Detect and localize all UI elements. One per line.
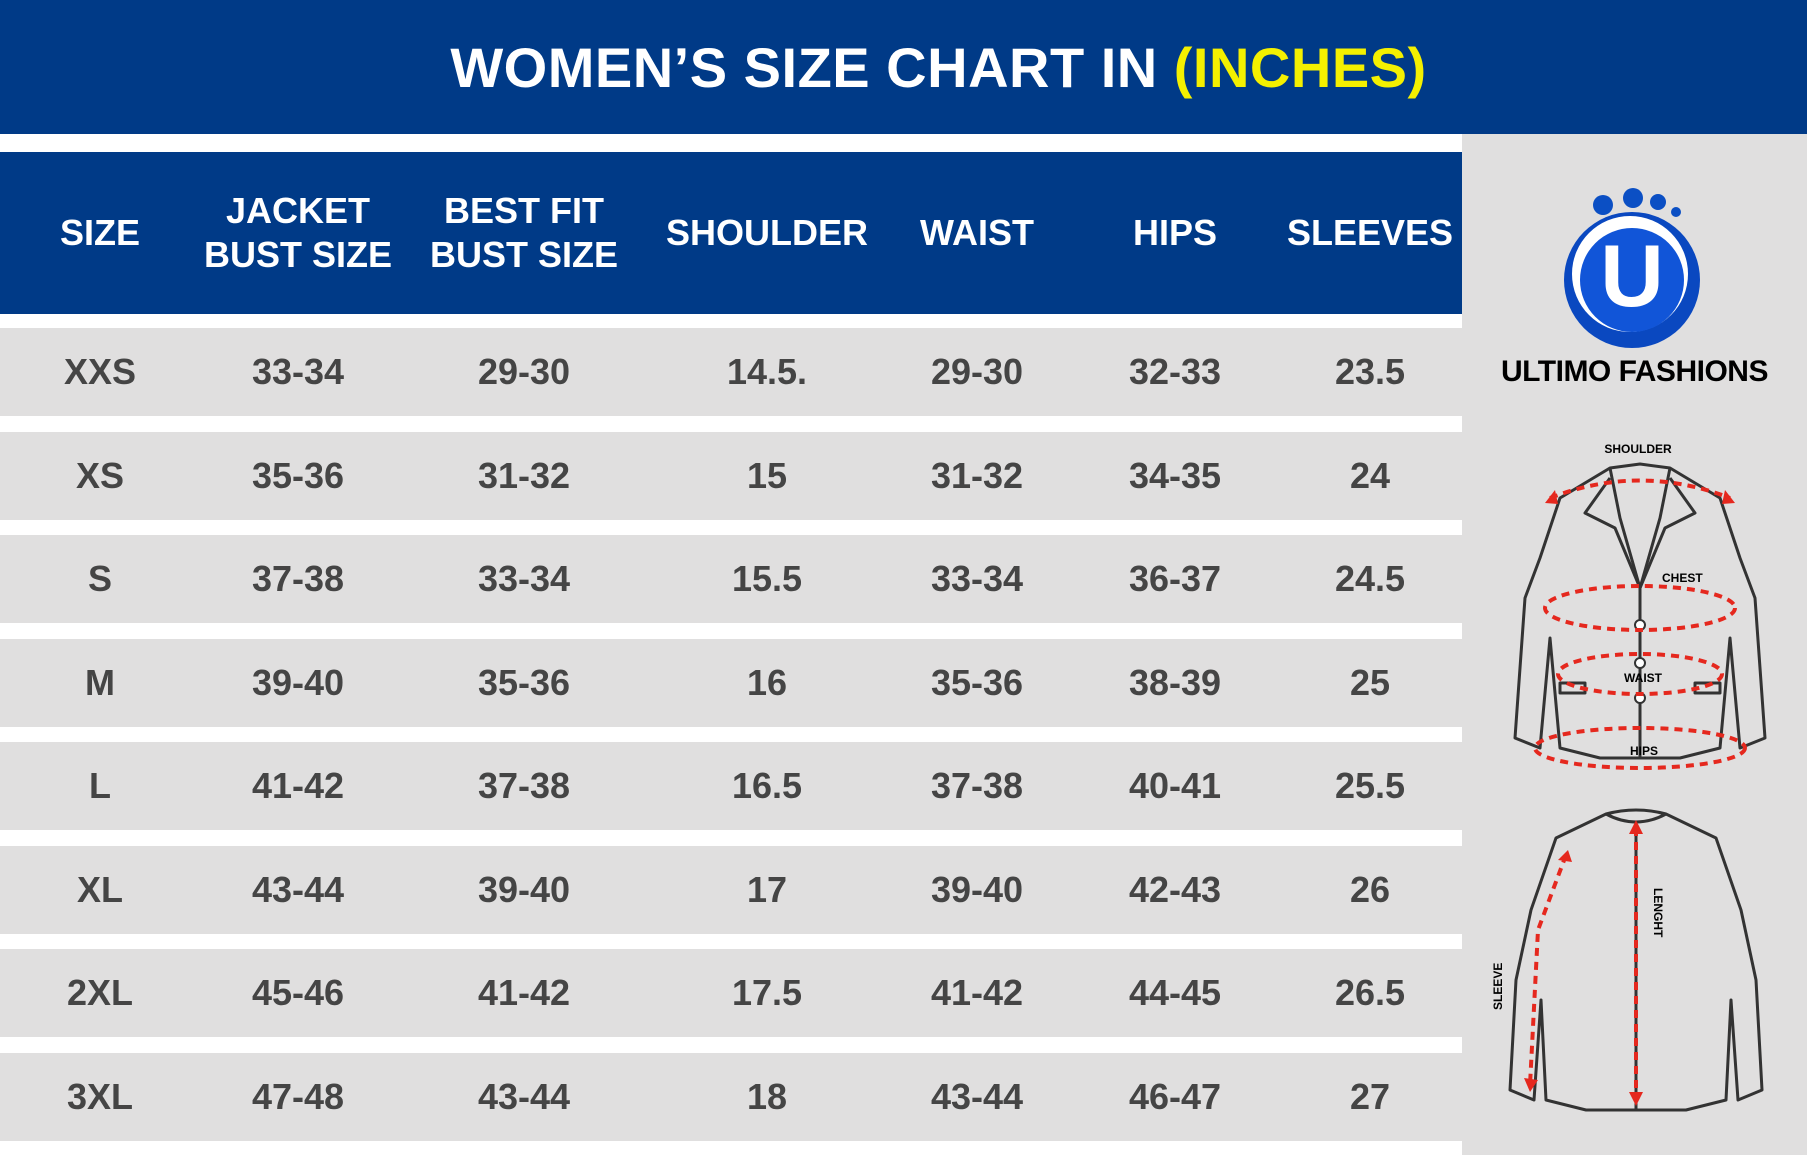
cell-hips: 44-45 xyxy=(1128,972,1222,1013)
brand-name: ULTIMO FASHIONS xyxy=(1501,355,1768,388)
ultimo-logo-icon: U xyxy=(1564,188,1700,348)
cell-jacket-bust: 43-44 xyxy=(251,868,345,910)
cell-shoulder: 17.5 xyxy=(731,972,803,1013)
cell-shoulder: 14.5. xyxy=(726,351,808,392)
cell-hips: 42-43 xyxy=(1128,868,1222,910)
cell-jacket-bust: 45-46 xyxy=(251,972,345,1013)
cell-best-fit-bust: 41-42 xyxy=(477,972,571,1013)
cell-hips: 38-39 xyxy=(1128,661,1222,703)
cell-shoulder: 15 xyxy=(746,454,788,496)
cell-waist: 41-42 xyxy=(930,972,1024,1013)
cell-size: S xyxy=(87,558,112,599)
cell-shoulder: 16 xyxy=(746,661,788,703)
cell-waist: 35-36 xyxy=(930,661,1024,703)
label-sleeve: SLEEVE xyxy=(1491,963,1505,1010)
cell-jacket-bust: 41-42 xyxy=(251,765,345,806)
cell-sleeves: 25.5 xyxy=(1334,765,1406,806)
cell-hips: 46-47 xyxy=(1128,1075,1222,1117)
cell-waist: 39-40 xyxy=(930,868,1024,910)
cell-sleeves: 24.5 xyxy=(1334,558,1406,599)
cell-waist: 29-30 xyxy=(930,351,1024,392)
title-main: WOMEN’S SIZE CHART IN xyxy=(450,35,1174,99)
cell-shoulder: 16.5 xyxy=(731,765,803,806)
cell-hips: 40-41 xyxy=(1128,765,1222,806)
cell-best-fit-bust: 29-30 xyxy=(477,351,571,392)
header-hips: HIPS xyxy=(1132,212,1218,253)
cell-best-fit-bust: 33-34 xyxy=(477,558,571,599)
jacket-front-diagram: SHOULDER CHEST WAIST HIPS xyxy=(1513,442,1767,770)
cell-jacket-bust: 33-34 xyxy=(251,351,345,392)
cell-best-fit-bust: 35-36 xyxy=(477,661,571,703)
table-row: XXS 33-34 29-30 14.5. 29-30 32-33 23.5 xyxy=(0,328,1462,416)
cell-waist: 37-38 xyxy=(930,765,1024,806)
label-chest: CHEST xyxy=(1662,571,1703,585)
logo-letter: U xyxy=(1600,226,1664,325)
table-row: XS 35-36 31-32 15 31-32 34-35 24 xyxy=(0,431,1462,520)
cell-sleeves: 24 xyxy=(1349,454,1391,496)
cell-shoulder: 18 xyxy=(746,1075,788,1117)
page-title: WOMEN’S SIZE CHART IN (INCHES) xyxy=(450,35,1426,100)
label-length: LENGHT xyxy=(1651,888,1665,938)
header-jacket-bust: JACKET BUST SIZE xyxy=(203,190,392,275)
label-waist: WAIST xyxy=(1624,671,1663,685)
table-row: S 37-38 33-34 15.5 33-34 36-37 24.5 xyxy=(0,535,1462,623)
table-row: M 39-40 35-36 16 35-36 38-39 25 xyxy=(0,638,1462,727)
cell-hips: 32-33 xyxy=(1128,351,1222,392)
header-sleeves: SLEEVES xyxy=(1286,212,1454,253)
cell-jacket-bust: 39-40 xyxy=(251,661,345,703)
header-shoulder: SHOULDER xyxy=(665,212,868,253)
label-shoulder: SHOULDER xyxy=(1604,442,1672,456)
cell-waist: 31-32 xyxy=(930,454,1024,496)
cell-size: M xyxy=(85,661,115,703)
table-header: SIZE JACKET BUST SIZE BEST FIT BUST SIZE… xyxy=(0,152,1462,314)
cell-sleeves: 26 xyxy=(1349,868,1391,910)
cell-hips: 34-35 xyxy=(1128,454,1222,496)
cell-shoulder: 17 xyxy=(746,868,788,910)
cell-size: 3XL xyxy=(66,1075,134,1117)
header-best-fit-bust: BEST FIT BUST SIZE xyxy=(429,190,618,275)
cell-best-fit-bust: 43-44 xyxy=(477,1075,571,1117)
cell-best-fit-bust: 37-38 xyxy=(477,765,571,806)
cell-size: 2XL xyxy=(66,972,134,1013)
cell-jacket-bust: 47-48 xyxy=(251,1075,345,1117)
header-waist: WAIST xyxy=(920,212,1034,253)
cell-sleeves: 27 xyxy=(1349,1075,1391,1117)
cell-size: XL xyxy=(76,868,123,910)
table-row: 2XL 45-46 41-42 17.5 41-42 44-45 26.5 xyxy=(0,949,1462,1037)
cell-waist: 43-44 xyxy=(930,1075,1024,1117)
cell-shoulder: 15.5 xyxy=(731,558,803,599)
cell-waist: 33-34 xyxy=(930,558,1024,599)
cell-sleeves: 25 xyxy=(1349,661,1391,703)
jacket-back-diagram: LENGHT SLEEVE xyxy=(1491,808,1764,1112)
cell-size: XXS xyxy=(63,351,137,392)
cell-hips: 36-37 xyxy=(1128,558,1222,599)
cell-size: L xyxy=(89,765,111,806)
cell-sleeves: 26.5 xyxy=(1334,972,1406,1013)
cell-size: XS xyxy=(75,454,125,496)
table-row: 3XL 47-48 43-44 18 43-44 46-47 27 xyxy=(0,1052,1462,1141)
title-unit-highlight: (INCHES) xyxy=(1173,35,1427,99)
cell-best-fit-bust: 31-32 xyxy=(477,454,571,496)
cell-sleeves: 23.5 xyxy=(1334,351,1406,392)
table-row: L 41-42 37-38 16.5 37-38 40-41 25.5 xyxy=(0,742,1462,830)
table-row: XL 43-44 39-40 17 39-40 42-43 26 xyxy=(0,845,1462,934)
cell-jacket-bust: 35-36 xyxy=(251,454,345,496)
title-banner: WOMEN’S SIZE CHART IN (INCHES) xyxy=(0,0,1807,134)
cell-jacket-bust: 37-38 xyxy=(251,558,345,599)
cell-best-fit-bust: 39-40 xyxy=(477,868,571,910)
header-size: SIZE xyxy=(59,212,140,253)
label-hips: HIPS xyxy=(1630,744,1658,758)
